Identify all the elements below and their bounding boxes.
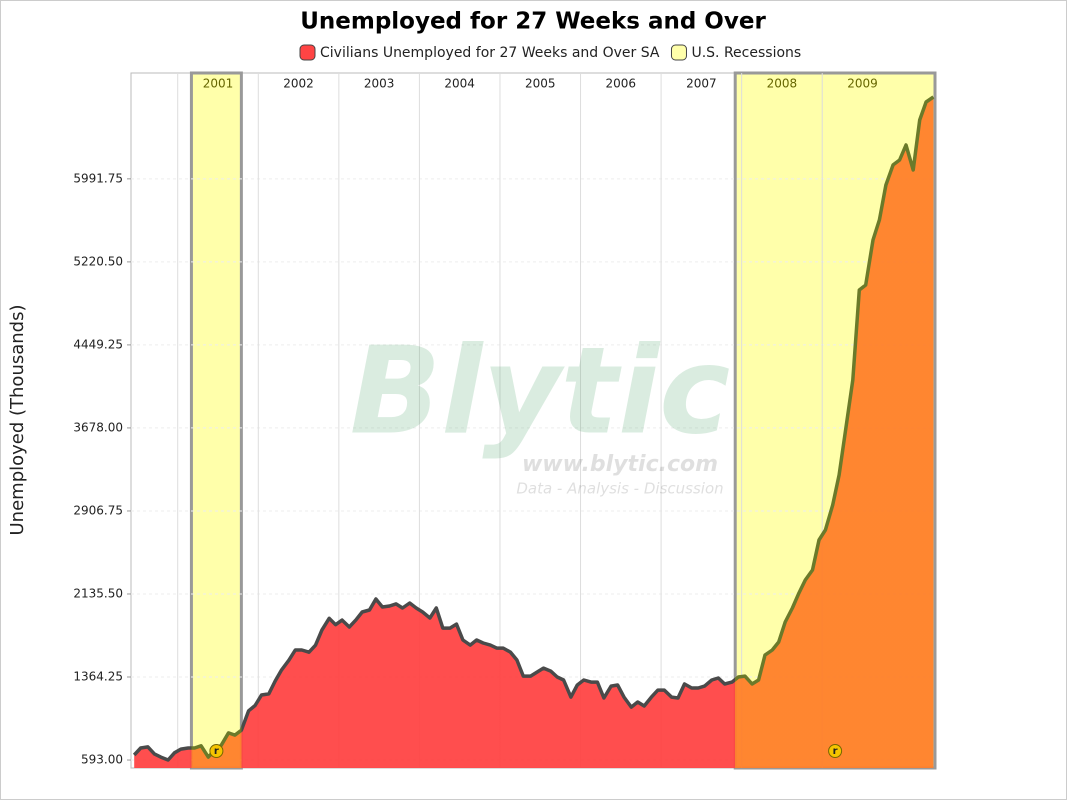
watermark-tagline: Data - Analysis - Discussion <box>516 480 723 498</box>
y-tick-label: 4449.25 <box>73 337 123 351</box>
x-tick-label: 2008 <box>767 77 798 91</box>
recession-marker-label: r <box>214 746 219 757</box>
x-tick-label: 2004 <box>444 77 475 91</box>
watermark-logo: Blytic <box>350 323 730 462</box>
legend-swatch <box>670 44 687 61</box>
line <box>132 95 935 762</box>
y-tick-label: 2135.50 <box>73 586 123 600</box>
area <box>134 97 934 768</box>
x-tick-label: 2003 <box>364 77 395 91</box>
recession-marker-label: r <box>833 746 838 757</box>
chart-title: Unemployed for 27 Weeks and Over <box>300 9 766 35</box>
x-tick-label: 2002 <box>283 77 314 91</box>
watermark-url: www.blytic.com <box>522 452 718 477</box>
y-tick-label: 5991.75 <box>73 171 123 185</box>
recession-marker <box>209 744 224 758</box>
x-tick-label: 2001 <box>203 77 234 91</box>
y-tick-label: 1364.25 <box>73 670 123 684</box>
recession-marker <box>828 744 843 758</box>
x-tick-label: 2005 <box>525 77 556 91</box>
legend-label: Civilians Unemployed for 27 Weeks and Ov… <box>320 45 660 61</box>
x-tick-label: 2009 <box>847 77 878 91</box>
legend-swatch <box>299 44 316 61</box>
y-tick-label: 593.00 <box>81 753 123 767</box>
y-tick-label: 5220.50 <box>73 254 123 268</box>
y-tick-label: 3678.00 <box>73 420 123 434</box>
recession-band <box>189 71 243 770</box>
x-tick-label: 2007 <box>686 77 717 91</box>
y-tick-label: 2906.75 <box>73 503 123 517</box>
y-axis-label: Unemployed (Thousands) <box>7 305 28 536</box>
legend-label: U.S. Recessions <box>691 45 801 61</box>
x-tick-label: 2006 <box>606 77 637 91</box>
